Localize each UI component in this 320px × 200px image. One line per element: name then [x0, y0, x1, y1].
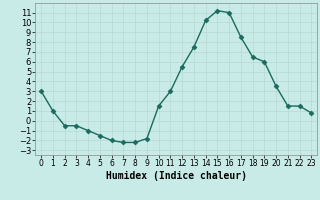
X-axis label: Humidex (Indice chaleur): Humidex (Indice chaleur): [106, 171, 247, 181]
